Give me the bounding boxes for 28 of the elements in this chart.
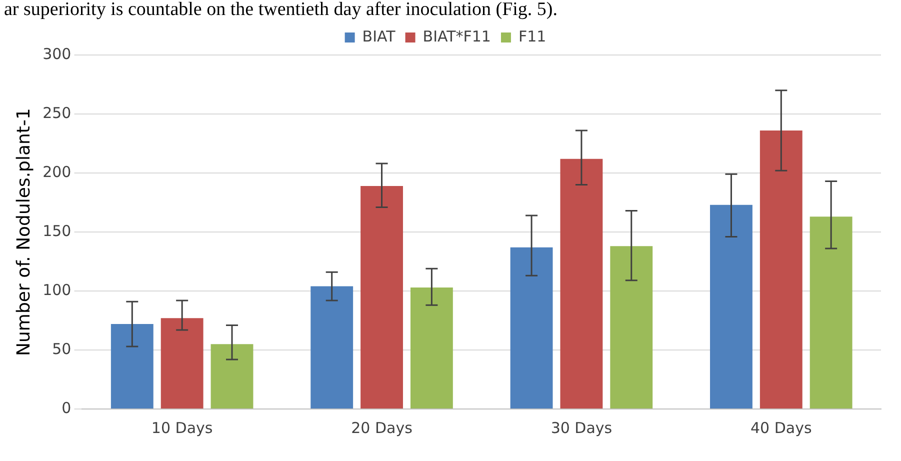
y-tick-label: 0 [62,398,72,417]
bar [410,287,453,408]
y-tick-label: 300 [42,44,72,63]
y-axis-title: Number of. Nodules.plant-1 [13,108,34,356]
bar [760,130,802,408]
legend-label: F11 [518,27,546,46]
x-tick-label: 10 Days [151,418,213,437]
x-tick-label: 30 Days [550,418,612,437]
bar [510,247,553,408]
bar [810,216,852,408]
bar [310,286,354,408]
bar [160,318,204,408]
x-tick-label: 20 Days [351,418,413,437]
text: ar superiority is countable on the twentieth day after inoculation (Fig. 5). [3,0,558,20]
y-tick-label: 150 [42,222,72,240]
x-tick-label: 40 Days [750,418,812,437]
legend-label: BIAT [362,27,396,46]
bar [560,158,603,408]
bar [710,204,752,408]
y-tick-label: 50 [52,340,72,358]
bar [610,246,653,408]
bar [210,344,254,408]
bar [110,324,154,408]
y-tick-label: 250 [42,104,72,122]
legend-label: BIAT*F11 [422,27,491,46]
y-tick-label: 100 [42,280,72,299]
y-tick-label: 200 [42,162,72,181]
bar [360,186,403,408]
